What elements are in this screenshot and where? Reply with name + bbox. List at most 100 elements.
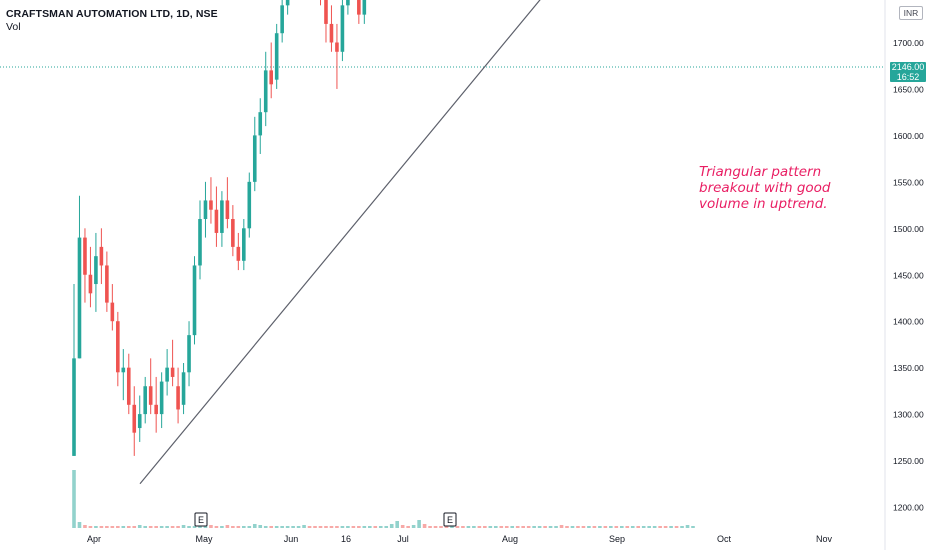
breakout-annotation[interactable]: Triangular pattern breakout with good vo… bbox=[699, 164, 831, 212]
candles bbox=[72, 0, 367, 456]
candle-body bbox=[72, 358, 76, 456]
volume-bar bbox=[515, 526, 520, 528]
volume-bar bbox=[313, 526, 317, 528]
support-trendline[interactable] bbox=[139, 0, 762, 485]
last-price-tag: 2146.00 16:52 bbox=[890, 62, 926, 82]
volume-bar bbox=[598, 526, 602, 528]
currency-badge[interactable]: INR bbox=[899, 6, 923, 20]
volume-bar bbox=[154, 526, 158, 528]
volume-bar bbox=[526, 526, 531, 528]
volume-bar bbox=[472, 526, 476, 528]
volume-bar bbox=[340, 526, 345, 528]
volume-indicator-label[interactable]: Vol bbox=[6, 21, 21, 33]
volume-bar bbox=[592, 526, 597, 528]
volume-bar bbox=[225, 525, 230, 528]
volume-bar bbox=[77, 522, 82, 528]
candle-body bbox=[94, 256, 98, 285]
candle-body bbox=[192, 265, 197, 336]
volume-bar bbox=[170, 526, 175, 528]
price-tick-label: 1650.00 bbox=[893, 84, 924, 94]
volume-bar bbox=[576, 526, 580, 528]
volume-bar bbox=[483, 526, 487, 528]
volume-bar bbox=[291, 526, 295, 528]
volume-bar bbox=[641, 526, 646, 528]
candle-body bbox=[110, 302, 115, 322]
volume-bar bbox=[461, 526, 465, 528]
volume-bar bbox=[165, 526, 169, 528]
candle-body bbox=[154, 404, 158, 415]
volume-bar bbox=[630, 526, 635, 528]
volume-bar bbox=[263, 526, 268, 528]
volume-bar bbox=[587, 526, 591, 528]
volume-bar bbox=[488, 526, 493, 528]
volume-bar bbox=[395, 521, 399, 528]
volume-bar bbox=[455, 526, 460, 528]
volume-bar bbox=[203, 526, 208, 528]
time-tick-label: Jun bbox=[284, 534, 299, 544]
volume-bar bbox=[510, 526, 515, 528]
price-tick-label: 1300.00 bbox=[893, 410, 924, 420]
volume-bar bbox=[368, 526, 372, 528]
volume-bar bbox=[110, 526, 115, 528]
time-axis[interactable]: Apr May Jun 16 Jul Aug Sep Oct Nov bbox=[87, 534, 833, 544]
volume-bar bbox=[362, 526, 367, 528]
volume-bar bbox=[116, 526, 120, 528]
volume-bar bbox=[329, 526, 334, 528]
volume-bar bbox=[477, 526, 482, 528]
candle-body bbox=[269, 70, 274, 85]
volume-bar bbox=[658, 526, 662, 528]
time-tick-label: Aug bbox=[502, 534, 518, 544]
volume-bar bbox=[400, 525, 405, 528]
volume-bar bbox=[378, 526, 383, 528]
price-tick-label: 1200.00 bbox=[893, 503, 924, 513]
candle-body bbox=[165, 367, 169, 382]
volume-bar bbox=[137, 525, 142, 528]
volume-bar bbox=[318, 526, 323, 528]
candle-body bbox=[335, 42, 339, 52]
price-tick-label: 1350.00 bbox=[893, 363, 924, 373]
price-axis[interactable]: 1200.00 1250.00 1300.00 1350.00 1400.00 1450.… bbox=[884, 0, 924, 550]
volume-bar bbox=[417, 520, 421, 528]
candle-body bbox=[176, 386, 180, 410]
volume-bar bbox=[521, 526, 525, 528]
volume-bar bbox=[94, 526, 98, 528]
volume-bar bbox=[258, 525, 263, 528]
candle-body bbox=[137, 414, 142, 429]
candle-body bbox=[198, 219, 202, 266]
volume-bar bbox=[247, 526, 252, 528]
volume-bar bbox=[439, 526, 443, 528]
volume-bar bbox=[357, 526, 361, 528]
candle-body bbox=[258, 112, 263, 136]
candle-body bbox=[362, 0, 367, 15]
candle-body bbox=[88, 274, 93, 294]
volume-bar bbox=[559, 525, 564, 528]
time-tick-label: Nov bbox=[816, 534, 833, 544]
candle-body bbox=[143, 386, 148, 415]
candle-body bbox=[132, 404, 137, 433]
candle-body bbox=[252, 135, 257, 182]
price-tick-label: 1600.00 bbox=[893, 131, 924, 141]
volume-bar bbox=[99, 526, 104, 528]
volume-bar bbox=[302, 525, 306, 528]
volume-bar bbox=[663, 526, 668, 528]
volume-bar bbox=[209, 525, 213, 528]
volume-bar bbox=[433, 526, 438, 528]
bar-countdown: 16:52 bbox=[896, 72, 920, 82]
earnings-marker[interactable]: E bbox=[443, 512, 457, 527]
volume-bar bbox=[565, 526, 569, 528]
volume-bar bbox=[389, 524, 394, 528]
volume-bar bbox=[192, 526, 197, 528]
earnings-marker[interactable]: E bbox=[194, 512, 208, 527]
candle-body bbox=[83, 237, 87, 275]
earnings-marker-label: E bbox=[198, 515, 204, 525]
volume-bar bbox=[466, 526, 471, 528]
volume-bar bbox=[280, 526, 284, 528]
volume-bar bbox=[351, 526, 356, 528]
time-tick-label: Jul bbox=[397, 534, 409, 544]
volume-bar bbox=[148, 526, 153, 528]
volume-bar bbox=[450, 526, 454, 528]
volume-bar bbox=[674, 526, 679, 528]
volume-bar bbox=[603, 526, 608, 528]
last-price-value: 2146.00 bbox=[891, 62, 925, 72]
